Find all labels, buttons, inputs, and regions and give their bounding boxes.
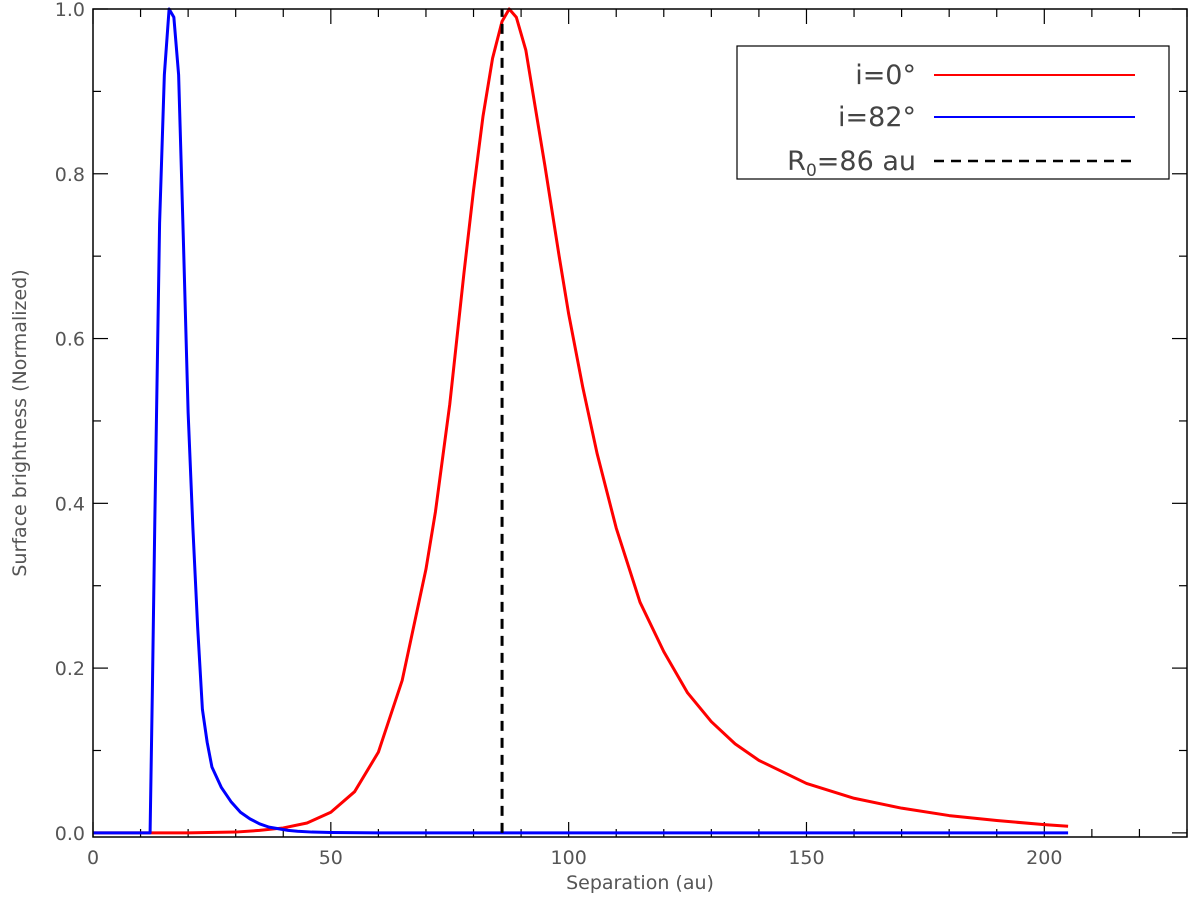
legend-entry-label-i82: i=82°: [838, 102, 916, 133]
y-tick-label: 1.0: [55, 0, 85, 21]
x-axis-title: Separation (au): [566, 872, 714, 894]
y-tick-label: 0.6: [55, 329, 85, 351]
y-tick-label: 0.2: [55, 658, 85, 680]
x-tick-label: 200: [1026, 847, 1062, 869]
y-tick-label: 0.4: [55, 493, 85, 515]
x-tick-label: 150: [788, 847, 824, 869]
x-tick-label: 100: [551, 847, 587, 869]
plot-frame: [92, 8, 1188, 838]
legend-r0-main: R: [787, 146, 806, 177]
x-tick-label: 50: [319, 847, 343, 869]
legend-entry-label-r0: R0=86 au: [787, 146, 916, 181]
y-axis-title: Surface brightness (Normalized): [9, 269, 31, 576]
series-layer: [93, 7, 1069, 835]
x-tick-label: 0: [87, 847, 99, 869]
legend-r0-subscript: 0: [806, 161, 817, 181]
legend-entry-label-i0: i=0°: [855, 60, 916, 91]
legend-box: [736, 45, 1170, 180]
series-line-i82: [93, 7, 1069, 835]
legend-r0-rest: =86 au: [817, 146, 916, 177]
y-tick-label: 0.0: [55, 823, 85, 845]
series-line-i0: [93, 7, 1069, 835]
y-tick-label: 0.8: [55, 164, 85, 186]
legend: i=0° i=82° R0=86 au: [736, 45, 1170, 181]
